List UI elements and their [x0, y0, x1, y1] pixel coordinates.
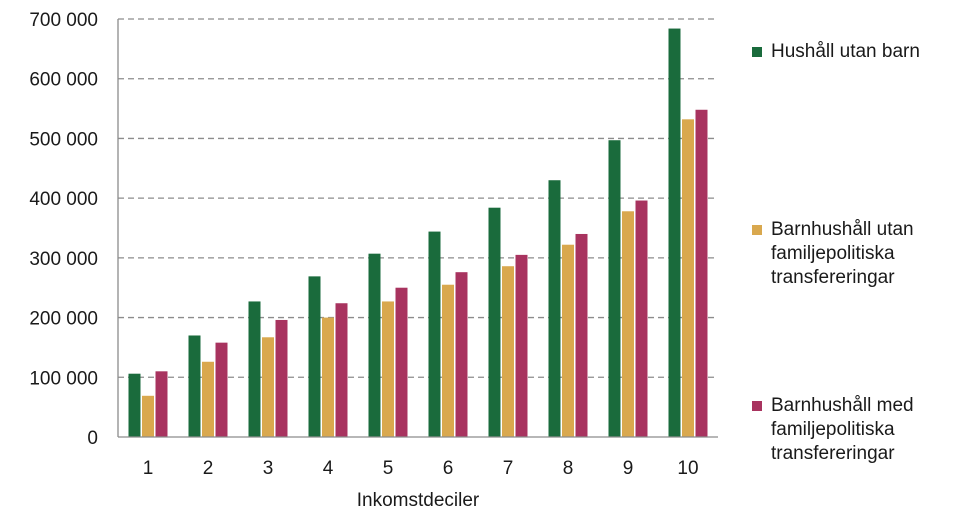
legend-item-3: Barnhushåll med familjepolitiska transfe…	[752, 394, 962, 466]
x-tick-label: 9	[623, 458, 634, 479]
x-tick-label: 6	[443, 458, 454, 479]
bar-series-2-cat-2	[202, 361, 214, 437]
x-axis: 1 2 3 4 5 6 7 8 9 10	[118, 436, 718, 479]
bar-series-3-cat-3	[275, 319, 288, 437]
bar-series-2-cat-8	[562, 244, 574, 437]
bar-series-2-cat-1	[142, 395, 154, 437]
bar-series-1-cat-2	[188, 335, 201, 437]
bar-series-1-cat-1	[128, 373, 141, 437]
gridlines	[118, 18, 718, 378]
x-axis-label: Inkomstdeciler	[357, 490, 480, 511]
bar-series-2-cat-9	[622, 211, 634, 437]
legend-label: Barnhushåll med familjepolitiska transfe…	[771, 395, 914, 464]
bar-series-3-cat-10	[695, 109, 708, 437]
y-axis: 0 100 000 200 000 300 000 400 000 500 000 600 …	[29, 10, 119, 449]
y-tick-label: 200 000	[29, 309, 98, 330]
y-tick-label: 300 000	[29, 249, 98, 270]
bar-series-1-cat-6	[428, 231, 441, 437]
legend-swatch	[752, 47, 762, 57]
bar-series-3-cat-6	[455, 272, 468, 437]
bar-series-2-cat-3	[262, 337, 274, 437]
bar-series-2-cat-10	[682, 119, 694, 437]
x-tick-label: 10	[677, 458, 698, 479]
x-tick-label: 4	[323, 458, 334, 479]
bar-series-3-cat-1	[155, 371, 168, 437]
legend-swatch	[752, 225, 762, 235]
y-tick-label: 600 000	[29, 70, 98, 91]
bar-series-1-cat-7	[488, 207, 501, 437]
bar-series-3-cat-8	[575, 233, 588, 437]
y-tick-label: 100 000	[29, 368, 98, 389]
y-tick-label: 500 000	[29, 129, 98, 150]
bar-series-3-cat-7	[515, 254, 528, 437]
legend-swatch	[752, 401, 762, 411]
bars	[128, 28, 708, 437]
bar-series-1-cat-8	[548, 180, 561, 437]
x-tick-label: 2	[203, 458, 214, 479]
x-tick-label: 8	[563, 458, 574, 479]
x-tick-label: 5	[383, 458, 394, 479]
y-tick-label: 700 000	[29, 10, 98, 31]
legend-item-2: Barnhushåll utan familjepolitiska transf…	[752, 218, 962, 290]
bar-series-3-cat-2	[215, 342, 228, 437]
bar-series-1-cat-3	[248, 301, 261, 437]
y-tick-label: 400 000	[29, 189, 98, 210]
legend-label: Hushåll utan barn	[771, 41, 920, 62]
y-tick-label: 0	[87, 428, 98, 449]
bar-series-3-cat-9	[635, 200, 648, 437]
x-tick-label: 3	[263, 458, 274, 479]
bar-series-1-cat-5	[368, 253, 381, 437]
legend-label: Barnhushåll utan familjepolitiska transf…	[771, 219, 914, 288]
legend-item-1: Hushåll utan barn	[752, 40, 962, 64]
bar-series-3-cat-5	[395, 287, 408, 437]
bar-series-2-cat-6	[442, 284, 454, 437]
x-tick-label: 7	[503, 458, 514, 479]
bar-series-2-cat-4	[322, 317, 334, 437]
bar-series-1-cat-9	[608, 140, 621, 437]
x-tick-label: 1	[143, 458, 154, 479]
bar-series-3-cat-4	[335, 303, 348, 437]
bar-series-1-cat-4	[308, 276, 321, 437]
bar-series-2-cat-5	[382, 301, 394, 437]
bar-series-1-cat-10	[668, 28, 681, 437]
bar-series-2-cat-7	[502, 266, 514, 437]
